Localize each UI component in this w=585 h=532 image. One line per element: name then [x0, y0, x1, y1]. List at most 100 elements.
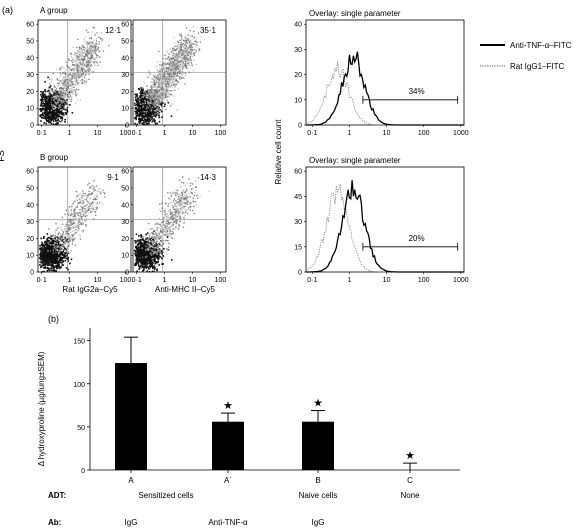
dot [97, 46, 99, 49]
dot [143, 99, 145, 102]
dot [157, 109, 159, 111]
dot [139, 120, 142, 123]
dot [136, 102, 139, 105]
dot [166, 58, 168, 60]
dot [74, 82, 77, 84]
dot [82, 215, 85, 217]
dot [149, 89, 152, 92]
dot [60, 255, 62, 257]
dot [167, 93, 170, 96]
dot [98, 41, 100, 43]
dot [155, 89, 157, 91]
dot [70, 87, 72, 90]
dot [84, 53, 87, 55]
dot [59, 99, 62, 102]
dot [60, 244, 62, 246]
dot [164, 93, 166, 95]
dot [155, 81, 158, 84]
dot [49, 107, 52, 110]
dot [140, 99, 142, 102]
dot [65, 61, 67, 64]
dot [48, 86, 51, 89]
dot [48, 101, 51, 103]
dot [171, 81, 173, 84]
dot [62, 101, 65, 103]
dot [71, 111, 74, 114]
dot [155, 90, 157, 92]
dot [70, 68, 72, 71]
dot [136, 104, 138, 106]
dot [65, 240, 68, 243]
dot [59, 237, 62, 239]
dot [58, 103, 60, 106]
dot [141, 115, 144, 118]
dot [63, 86, 65, 88]
dot [166, 71, 169, 74]
dot [159, 67, 161, 69]
dot [61, 240, 63, 242]
dot [175, 67, 177, 70]
dot [167, 72, 170, 74]
dot [178, 53, 180, 56]
dot [44, 112, 46, 114]
dot [88, 52, 90, 55]
y-tick-label: 40 [121, 55, 129, 62]
dot [139, 92, 141, 94]
dot [156, 102, 158, 104]
dot [142, 88, 144, 91]
dot [62, 249, 65, 251]
dot [146, 93, 148, 95]
dot [40, 116, 43, 119]
dot [44, 98, 47, 101]
dot [39, 108, 41, 111]
dot [73, 73, 75, 75]
dot [142, 86, 144, 89]
dot [160, 90, 162, 92]
dot [45, 253, 48, 256]
dot [67, 251, 70, 253]
dot [149, 105, 151, 107]
dot [177, 76, 180, 78]
dot [43, 107, 46, 110]
dot [140, 92, 142, 94]
dot [155, 110, 157, 113]
dot [149, 112, 152, 115]
dot [45, 102, 47, 105]
dot [155, 101, 157, 104]
dot [45, 257, 47, 259]
dot [146, 97, 149, 99]
dot [186, 64, 189, 67]
dot [172, 77, 174, 80]
dot [144, 121, 147, 123]
dot [48, 114, 50, 117]
dot [140, 105, 143, 108]
dot [73, 75, 76, 78]
dot [182, 59, 185, 62]
dot [168, 62, 170, 64]
dot [153, 112, 156, 115]
dot [153, 82, 156, 84]
dot [154, 106, 156, 108]
dot [63, 253, 66, 256]
dot [152, 119, 155, 122]
dot [145, 99, 148, 102]
dot [49, 108, 51, 111]
dot [161, 93, 164, 95]
dot [158, 109, 161, 111]
dot [174, 72, 176, 75]
dot [48, 95, 51, 98]
dot [66, 94, 68, 96]
dot [41, 96, 44, 98]
dot [55, 117, 57, 119]
dot [162, 80, 164, 83]
dot [137, 98, 139, 100]
dot [190, 59, 192, 61]
dot [56, 106, 58, 109]
dot [51, 245, 53, 247]
dot [49, 91, 51, 93]
dot [61, 81, 63, 83]
dot [174, 59, 176, 62]
dot [40, 98, 43, 101]
dot [64, 83, 67, 85]
dot [141, 95, 144, 98]
